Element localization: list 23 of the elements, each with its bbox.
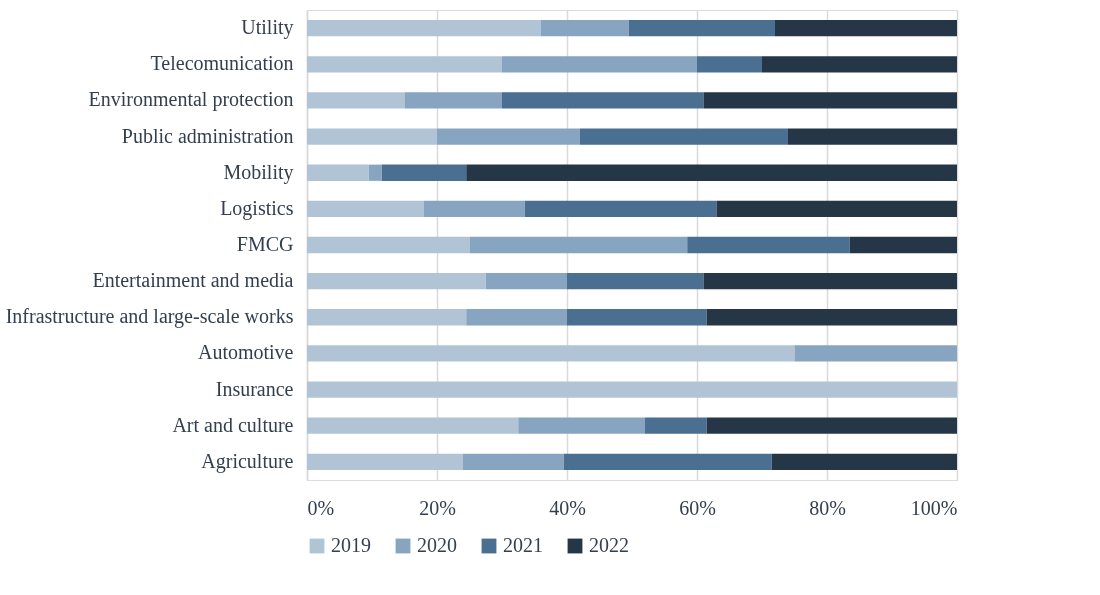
y-tick-label: Entertainment and media (92, 269, 294, 292)
x-tick-label: 100% (910, 496, 958, 519)
y-tick-label: Mobility (223, 160, 294, 184)
y-tick-label: Insurance (215, 377, 294, 400)
x-tick-label: 0% (307, 496, 335, 519)
y-tick-label: Utility (241, 16, 294, 40)
y-tick-label: Agriculture (201, 449, 294, 473)
x-tick-label: 80% (809, 496, 846, 519)
y-tick-label: Public administration (121, 124, 294, 147)
y-tick-label: Automotive (197, 341, 294, 364)
x-tick-label: 20% (419, 496, 456, 519)
legend-label: 2022 (589, 534, 629, 556)
y-tick-label: Logistics (220, 196, 294, 220)
x-tick-label: 60% (679, 496, 716, 519)
y-tick-label: Art and culture (172, 413, 294, 436)
y-tick-label: FMCG (236, 233, 294, 255)
y-tick-label: Telecomunication (150, 52, 294, 75)
legend-label: 2020 (417, 534, 457, 556)
legend-label: 2021 (503, 534, 543, 556)
y-tick-label: Environmental protection (88, 88, 294, 112)
legend-label: 2019 (331, 534, 371, 556)
y-tick-label: Infrastructure and large-scale works (5, 305, 294, 329)
x-tick-label: 40% (549, 496, 586, 519)
